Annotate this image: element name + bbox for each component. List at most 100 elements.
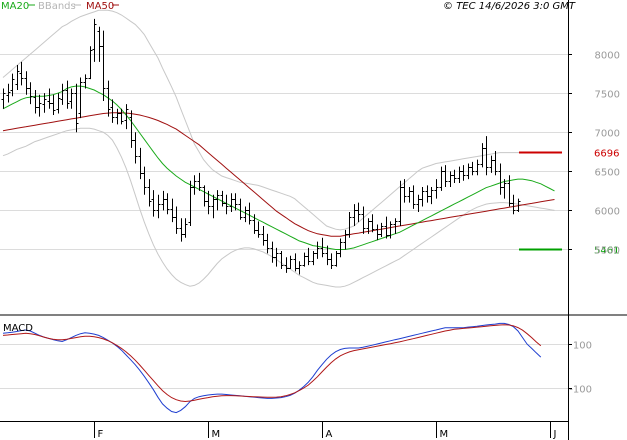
ohlc-bar	[480, 143, 485, 168]
ohlc-bar	[366, 218, 371, 234]
ohlc-bar	[28, 82, 33, 105]
moving-averages	[2, 85, 555, 250]
ohlc-bar	[293, 253, 298, 272]
ohlc-bar	[92, 18, 97, 62]
ohlc-bar	[361, 206, 366, 234]
ohlc-bar	[306, 247, 311, 266]
ohlc-bar	[407, 186, 412, 203]
ohlc-bar	[47, 88, 52, 109]
y-tick-label: 6500	[595, 168, 620, 179]
ohlc-bar	[211, 194, 216, 219]
bband-upper	[2, 9, 555, 231]
ohlc-bar	[416, 194, 421, 212]
ohlc-bar	[83, 74, 88, 89]
ohlc-bar	[129, 110, 134, 148]
ohlc-bar	[393, 218, 398, 234]
ohlc-bar	[233, 193, 238, 211]
ohlc-bar	[15, 65, 20, 91]
ohlc-bar	[206, 190, 211, 215]
ohlc-bar	[74, 83, 79, 133]
ohlc-bar	[151, 190, 156, 217]
ohlc-bar	[439, 166, 444, 191]
ohlc-bar	[88, 46, 93, 80]
ohlc-bar	[138, 147, 143, 180]
ohlc-bar	[33, 90, 38, 114]
ohlc-bar	[270, 241, 275, 263]
ohlc-bar	[302, 252, 307, 267]
y-tick-label: 7500	[595, 90, 620, 101]
ohlc-bar	[220, 190, 225, 207]
ohlc-bar	[42, 93, 47, 113]
ohlc-bar	[101, 30, 106, 101]
ohlc-bar	[466, 163, 471, 180]
ohlc-bar	[489, 155, 494, 173]
ohlc-bar	[356, 202, 361, 223]
ohlc-bar	[224, 194, 229, 215]
x-tick-label: J	[553, 429, 557, 440]
ohlc-bar	[60, 83, 65, 105]
ohlc-bar	[493, 150, 498, 176]
ohlc-bar	[179, 218, 184, 242]
ohlc-bar	[170, 198, 175, 223]
ohlc-bar	[24, 71, 29, 95]
bband-lower	[2, 127, 555, 288]
ohlc-bar	[6, 83, 11, 103]
ohlc-bar	[343, 229, 348, 250]
level-label: 5461	[594, 246, 619, 257]
ohlc-bar	[142, 166, 147, 195]
ohlc-bar	[78, 77, 83, 119]
macd-lines	[2, 322, 542, 414]
ohlc-bar	[311, 251, 316, 266]
ohlc-bar	[65, 80, 70, 109]
ohlc-bar	[388, 221, 393, 239]
ohlc-bar	[484, 136, 489, 176]
ohlc-bar	[315, 241, 320, 259]
ohlc-bar	[498, 163, 503, 195]
ohlc-bar	[265, 233, 270, 254]
ohlc-bar	[115, 108, 120, 125]
macd-tick-label: -100	[569, 385, 592, 396]
ohlc-bar	[370, 214, 375, 233]
ohlc-bar	[297, 261, 302, 275]
ohlc-bar	[110, 99, 115, 123]
ohlc-bar	[197, 172, 202, 191]
ohlc-bar	[165, 193, 170, 215]
ohlc-bars	[1, 18, 521, 275]
ohlc-bar	[106, 80, 111, 117]
ohlc-bar	[338, 238, 343, 258]
y-tick-label: 8000	[595, 51, 620, 62]
ohlc-bar	[1, 88, 6, 109]
x-tick-label: M	[212, 429, 221, 440]
macd-tick-label: 100	[573, 341, 592, 352]
macd-signal-line	[2, 324, 542, 403]
legend-ma50: MA50	[86, 1, 114, 12]
y-axis-ticks: 5500 6000 6500 7000 7500 8000 100 -100	[568, 51, 620, 396]
ohlc-bar	[516, 198, 521, 212]
x-tick-label: F	[98, 429, 104, 440]
ohlc-bar	[461, 165, 466, 181]
ohlc-bar	[69, 88, 74, 109]
macd-title: MACD	[3, 323, 33, 334]
ohlc-bar	[174, 206, 179, 234]
ohlc-bar	[411, 185, 416, 209]
ohlc-bar	[288, 255, 293, 270]
bollinger-bands	[2, 9, 555, 288]
ohlc-bar	[10, 73, 15, 97]
ohlc-bar	[229, 193, 234, 212]
ohlc-bar	[124, 104, 129, 130]
ohlc-bar	[352, 204, 357, 227]
ohlc-bar	[420, 186, 425, 207]
x-tick-label: M	[440, 429, 449, 440]
ohlc-bar	[443, 165, 448, 187]
y-tick-label: 6000	[595, 207, 620, 218]
ohlc-bar	[161, 190, 166, 211]
ohlc-bar	[51, 94, 56, 116]
ohlc-bar	[507, 175, 512, 207]
ohlc-bar	[256, 221, 261, 238]
ohlc-bar	[202, 185, 207, 207]
ma50-line	[2, 112, 555, 237]
legend: MA20 BBands MA50	[1, 1, 119, 12]
